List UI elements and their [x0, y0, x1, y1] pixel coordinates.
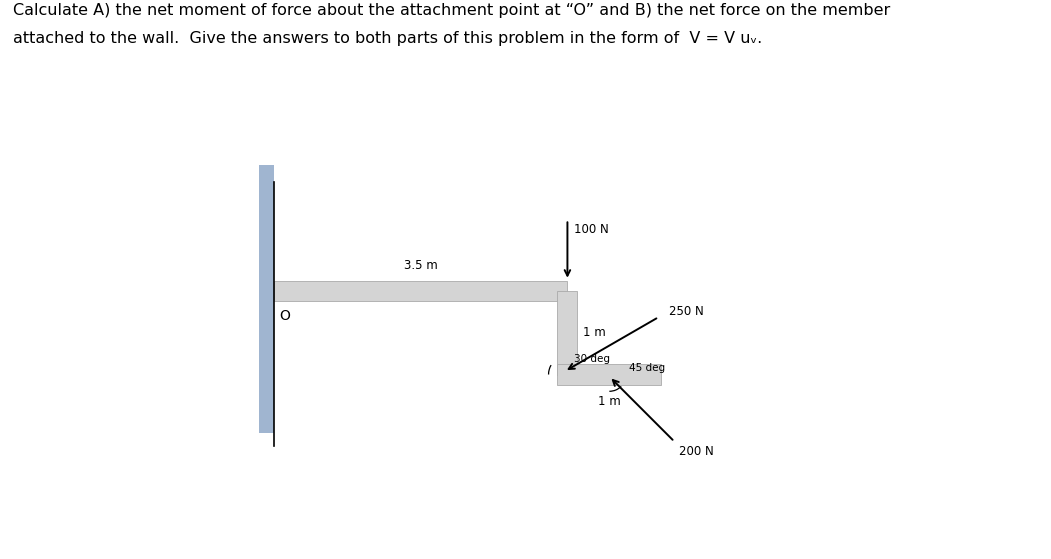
Text: 250 N: 250 N	[668, 305, 703, 319]
Text: 45 deg: 45 deg	[628, 363, 665, 373]
Bar	[259, 165, 274, 433]
Text: 1 m: 1 m	[598, 395, 621, 408]
Bar	[557, 364, 661, 385]
Bar	[274, 281, 568, 301]
Text: Calculate A) the net moment of force about the attachment point at “O” and B) th: Calculate A) the net moment of force abo…	[13, 3, 890, 18]
Text: 3.5 m: 3.5 m	[404, 259, 437, 272]
Text: 200 N: 200 N	[679, 445, 714, 458]
Text: 30 deg: 30 deg	[574, 354, 611, 363]
Text: 100 N: 100 N	[574, 222, 609, 236]
Bar	[557, 291, 577, 375]
Text: attached to the wall.  Give the answers to both parts of this problem in the for: attached to the wall. Give the answers t…	[13, 31, 762, 46]
Text: 1 m: 1 m	[582, 326, 605, 339]
Text: O: O	[279, 309, 290, 323]
